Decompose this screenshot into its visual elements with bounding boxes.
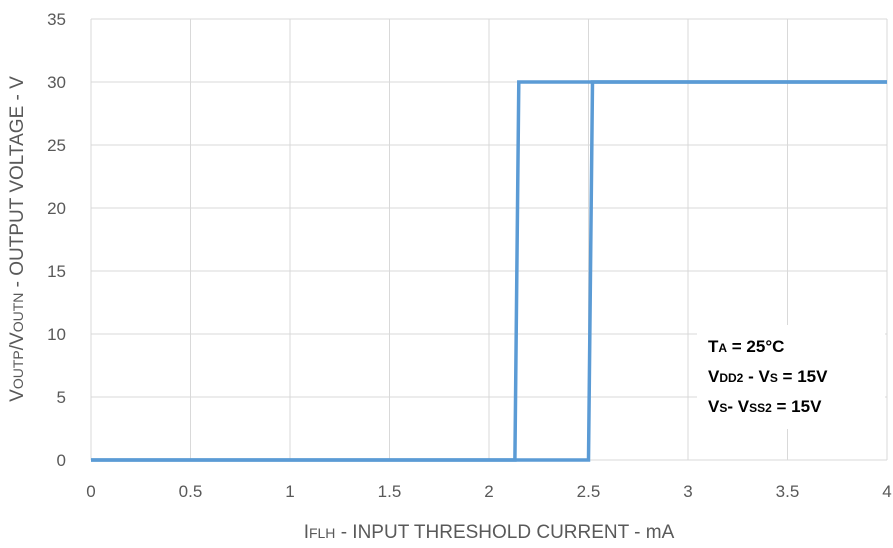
annotation-box [697,325,885,429]
x-tick-label: 1 [285,482,294,501]
x-tick-label: 2 [484,482,493,501]
y-tick-label: 30 [47,73,66,92]
y-axis-label: VOUTP/VOUTN - OUTPUT VOLTAGE - V [7,76,28,402]
y-tick-label: 35 [47,10,66,29]
x-tick-label: 1.5 [378,482,402,501]
y-axis-ticks: 0 5 10 15 20 25 30 35 [47,10,66,470]
x-tick-label: 0.5 [179,482,203,501]
x-tick-label: 4 [882,482,891,501]
y-tick-label: 25 [47,136,66,155]
y-tick-label: 5 [57,388,66,407]
x-tick-label: 3 [683,482,692,501]
annotation-line-1: VDD2 - VS = 15V [708,367,828,386]
x-axis-label: IFLH - INPUT THRESHOLD CURRENT - mA [304,522,675,543]
annotation-text: TA = 25°C VDD2 - VS = 15V VS- VSS2 = 15V [708,337,828,416]
annotation-line-2: VS- VSS2 = 15V [708,397,822,416]
x-tick-label: 0 [86,482,95,501]
x-tick-label: 2.5 [577,482,601,501]
x-axis-ticks: 0 0.5 1 1.5 2 2.5 3 3.5 4 [86,482,891,501]
grid [90,18,888,461]
series-line-1 [91,80,887,462]
series-group [91,80,887,462]
y-tick-label: 15 [47,262,66,281]
y-tick-label: 20 [47,199,66,218]
y-tick-label: 10 [47,325,66,344]
annotation-line-0: TA = 25°C [708,337,784,356]
x-tick-label: 3.5 [776,482,800,501]
y-tick-label: 0 [57,451,66,470]
